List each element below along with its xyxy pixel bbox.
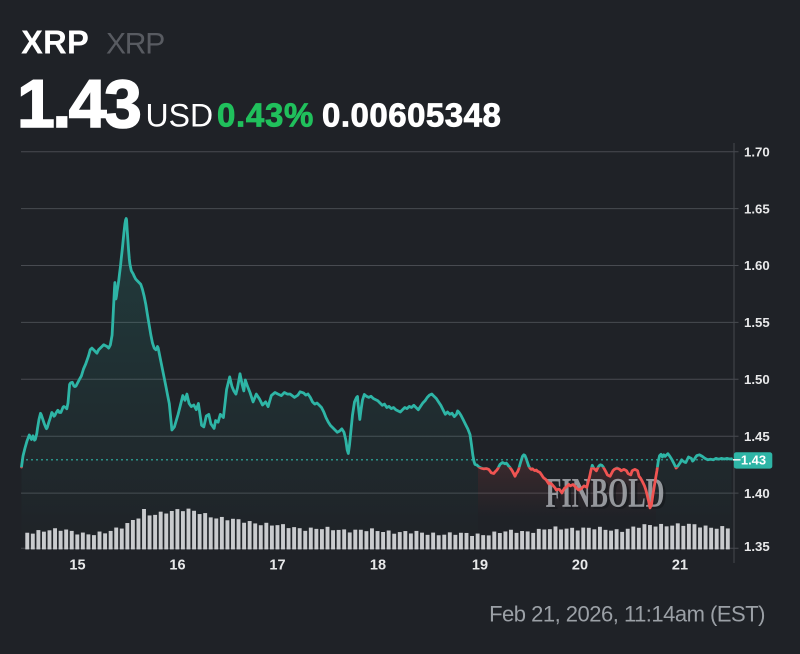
- svg-text:1.35: 1.35: [744, 539, 770, 554]
- svg-text:XRP: XRP: [106, 28, 164, 61]
- svg-text:16: 16: [169, 558, 185, 574]
- svg-text:1.43: 1.43: [741, 453, 766, 468]
- svg-text:1.60: 1.60: [744, 258, 770, 273]
- svg-text:1.50: 1.50: [744, 372, 770, 387]
- svg-text:15: 15: [69, 558, 85, 574]
- svg-text:1.40: 1.40: [744, 486, 770, 501]
- svg-text:XRP: XRP: [21, 24, 89, 61]
- svg-text:1.65: 1.65: [744, 201, 770, 216]
- svg-text:USD: USD: [146, 98, 214, 134]
- svg-text:18: 18: [370, 558, 386, 574]
- svg-text:Feb 21, 2026, 11:14am (EST): Feb 21, 2026, 11:14am (EST): [489, 602, 765, 627]
- svg-text:1.70: 1.70: [744, 144, 770, 159]
- svg-text:20: 20: [572, 558, 588, 574]
- svg-text:FINBOLD: FINBOLD: [546, 471, 665, 517]
- svg-text:21: 21: [672, 558, 688, 574]
- svg-text:0.43%: 0.43%: [217, 97, 314, 134]
- svg-text:1.45: 1.45: [744, 429, 770, 444]
- svg-text:1.55: 1.55: [744, 315, 770, 330]
- svg-text:19: 19: [472, 558, 488, 574]
- svg-text:17: 17: [269, 558, 285, 574]
- svg-text:0.00605348: 0.00605348: [322, 97, 501, 134]
- svg-text:1.43: 1.43: [17, 66, 140, 142]
